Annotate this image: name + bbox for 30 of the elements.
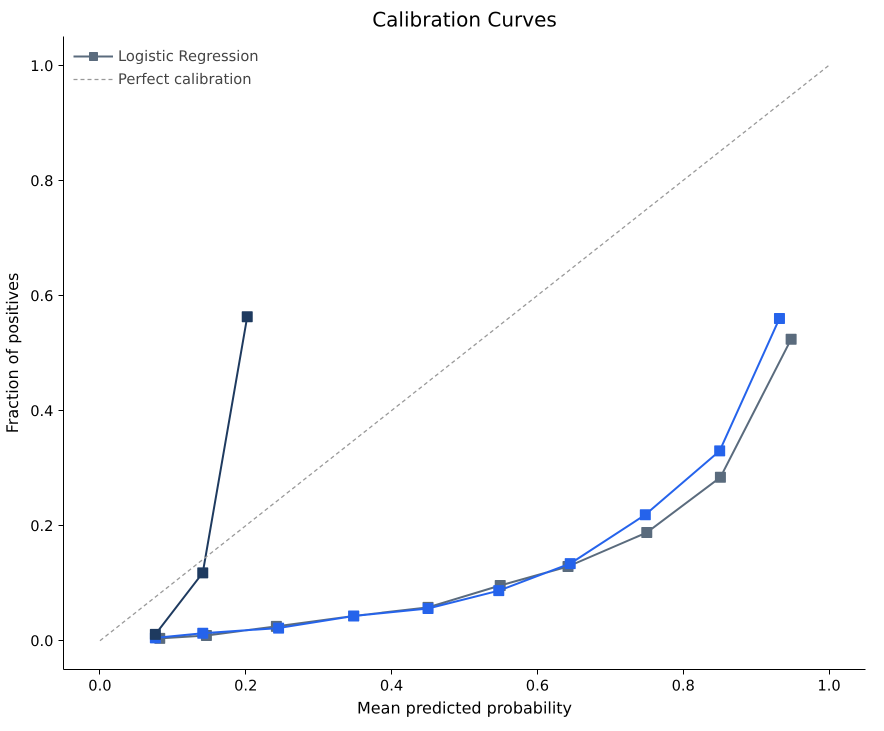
x-tick-label: 0.6 bbox=[526, 678, 550, 694]
x-axis-title: Mean predicted probability bbox=[356, 698, 572, 718]
point bbox=[640, 509, 651, 520]
legend-label: Logistic Regression bbox=[118, 48, 259, 64]
point bbox=[564, 558, 576, 570]
point bbox=[714, 445, 726, 456]
x-tick-label: 1.0 bbox=[817, 678, 841, 694]
x-tick-label: 0.8 bbox=[672, 678, 695, 694]
y-tick-label: 1.0 bbox=[30, 58, 54, 75]
point bbox=[774, 312, 785, 324]
point bbox=[273, 622, 284, 634]
y-tick-label: 0.6 bbox=[30, 288, 54, 305]
x-tick-label: 0.0 bbox=[88, 678, 112, 694]
y-tick-label: 0.2 bbox=[30, 518, 54, 536]
point bbox=[197, 567, 208, 578]
y-tick-label: 0.0 bbox=[30, 633, 54, 650]
y-axis-title: Fraction of positives bbox=[3, 272, 22, 434]
legend-label: Perfect calibration bbox=[118, 70, 252, 88]
point bbox=[242, 311, 253, 322]
chart-title: Calibration Curves bbox=[372, 8, 557, 32]
y-tick-label: 0.8 bbox=[30, 172, 54, 190]
point bbox=[150, 628, 161, 640]
x-tick-label: 0.4 bbox=[380, 678, 404, 694]
point bbox=[197, 628, 208, 639]
point bbox=[786, 334, 797, 345]
point bbox=[714, 472, 726, 483]
point bbox=[493, 585, 504, 596]
point bbox=[641, 527, 652, 538]
y-tick-label: 0.4 bbox=[30, 403, 54, 420]
x-tick-label: 0.2 bbox=[234, 678, 258, 694]
